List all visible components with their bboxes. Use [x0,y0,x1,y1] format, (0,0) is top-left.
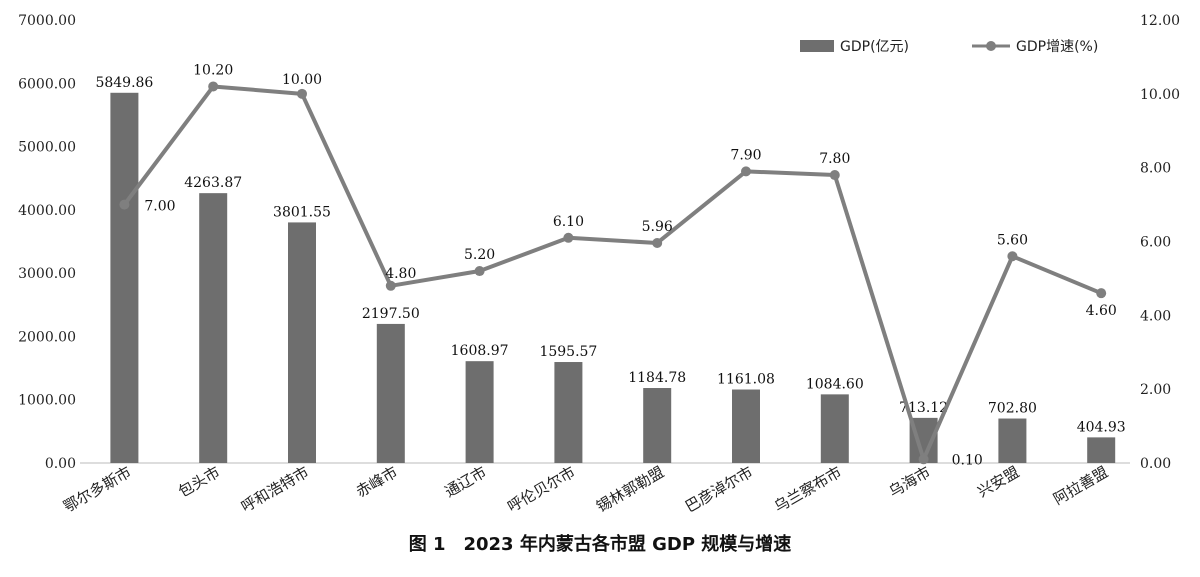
category-label: 赤峰市 [353,463,401,501]
legend-bar-swatch [800,40,834,52]
growth-value-label: 7.90 [730,147,761,163]
growth-value-label: 7.00 [144,199,175,215]
bar-value-label: 1595.57 [539,344,597,360]
growth-point [1007,251,1018,262]
growth-value-label: 10.00 [282,72,322,88]
bar-value-label: 1184.78 [628,370,686,386]
category-label: 通辽市 [442,463,490,501]
bar-value-label: 1161.08 [717,372,775,388]
bar-value-label: 4263.87 [184,175,242,191]
category-labels: 鄂尔多斯市 包头市 呼和浩特市 赤峰市 通辽市 呼伦贝尔市 锡林郭勒盟 巴彦淖尔市 乌兰察布市乌… [60,463,1111,516]
bar [820,394,849,463]
bar-value-label: 2197.50 [362,306,420,322]
growth-point [918,454,929,465]
growth-point [652,237,663,248]
right-axis-tick-label: 4.00 [1140,308,1171,324]
bar [288,222,316,463]
legend-line-label: GDP增速(%) [1016,39,1098,55]
bar-value-label: 1608.97 [451,343,509,359]
legend: GDP(亿元) GDP增速(%) [800,39,1098,55]
right-axis-tick-label: 8.00 [1140,161,1171,177]
growth-value-label: 4.80 [385,266,416,282]
growth-value-label: 4.60 [1086,303,1117,319]
bar-value-label: 5849.86 [95,75,153,91]
category-label: 阿拉善盟 [1050,463,1111,509]
left-axis-tick-label: 6000.00 [18,76,76,92]
growth-point [1096,288,1107,299]
bar [199,193,228,463]
growth-value-label: 0.10 [952,452,983,468]
bar-value-label: 3801.55 [273,204,331,220]
bar-value-label: 404.93 [1077,419,1126,435]
growth-point [208,81,219,92]
growth-line [122,84,1102,462]
right-axis-tick-label: 6.00 [1140,235,1171,251]
bar-data-labels: 5849.86 4263.87 3801.55 2197.50 1608.97 1595.… [95,75,1125,436]
left-axis-tick-label: 4000.00 [18,203,76,219]
growth-value-label: 5.60 [997,232,1028,248]
left-axis-tick-label: 3000.00 [18,266,76,282]
category-label: 包头市 [175,463,223,501]
bar [465,361,494,463]
growth-point [563,232,574,243]
category-label: 巴彦淖尔市 [682,463,756,516]
growth-point [829,170,840,181]
growth-point [474,266,485,277]
right-axis-tick-label: 12.00 [1140,13,1180,29]
growth-value-label: 7.80 [819,151,850,167]
category-label: 锡林郭勒盟 [593,463,667,516]
bar [376,323,405,463]
growth-value-label: 5.20 [464,247,495,263]
bar [1087,437,1116,463]
right-axis-tick-label: 10.00 [1140,87,1180,103]
growth-point [385,280,396,291]
left-axis-tick-label: 0.00 [45,456,76,472]
bar [643,388,672,463]
category-label: 兴安盟 [974,463,1022,501]
growth-value-label: 10.20 [193,62,233,78]
legend-bar-label: GDP(亿元) [840,39,909,55]
left-axis-tick-label: 2000.00 [18,329,76,345]
bar-series [110,92,1116,464]
bar [998,418,1027,463]
bar [732,389,760,463]
growth-point [119,199,130,210]
bar [554,362,583,463]
legend-line-marker [986,41,996,51]
left-axis-tick-label: 5000.00 [18,140,76,156]
category-label: 乌海市 [886,463,934,501]
bar [110,92,139,464]
category-label: 呼伦贝尔市 [504,463,578,516]
right-y-axis: 0.00 2.00 4.00 6.00 8.00 10.00 12.00 [1140,13,1180,472]
left-y-axis: 0.00 1000.00 2000.00 3000.00 4000.00 5000.00 6… [18,13,76,472]
growth-value-label: 5.96 [642,219,673,235]
left-axis-tick-label: 1000.00 [18,393,76,409]
figure-caption: 图 1 2023 年内蒙古各市盟 GDP 规模与增速 [408,534,792,555]
category-label: 呼和浩特市 [238,463,312,516]
bar-value-label: 713.12 [899,400,948,416]
category-label: 乌兰察布市 [771,463,845,516]
growth-point [741,166,751,177]
bar-value-label: 702.80 [988,401,1037,417]
growth-point [297,88,307,99]
growth-value-label: 6.10 [553,214,584,230]
gdp-chart: 0.00 1000.00 2000.00 3000.00 4000.00 5000.00 6… [18,13,1180,516]
line-series [119,81,1107,465]
right-axis-tick-label: 2.00 [1140,382,1171,398]
bar-value-label: 1084.60 [806,376,864,392]
line-data-labels: 7.00 10.20 10.00 4.80 5.20 6.10 5.96 7.90 7.80 0.… [144,62,1116,468]
right-axis-tick-label: 0.00 [1140,456,1171,472]
left-axis-tick-label: 7000.00 [18,13,76,29]
